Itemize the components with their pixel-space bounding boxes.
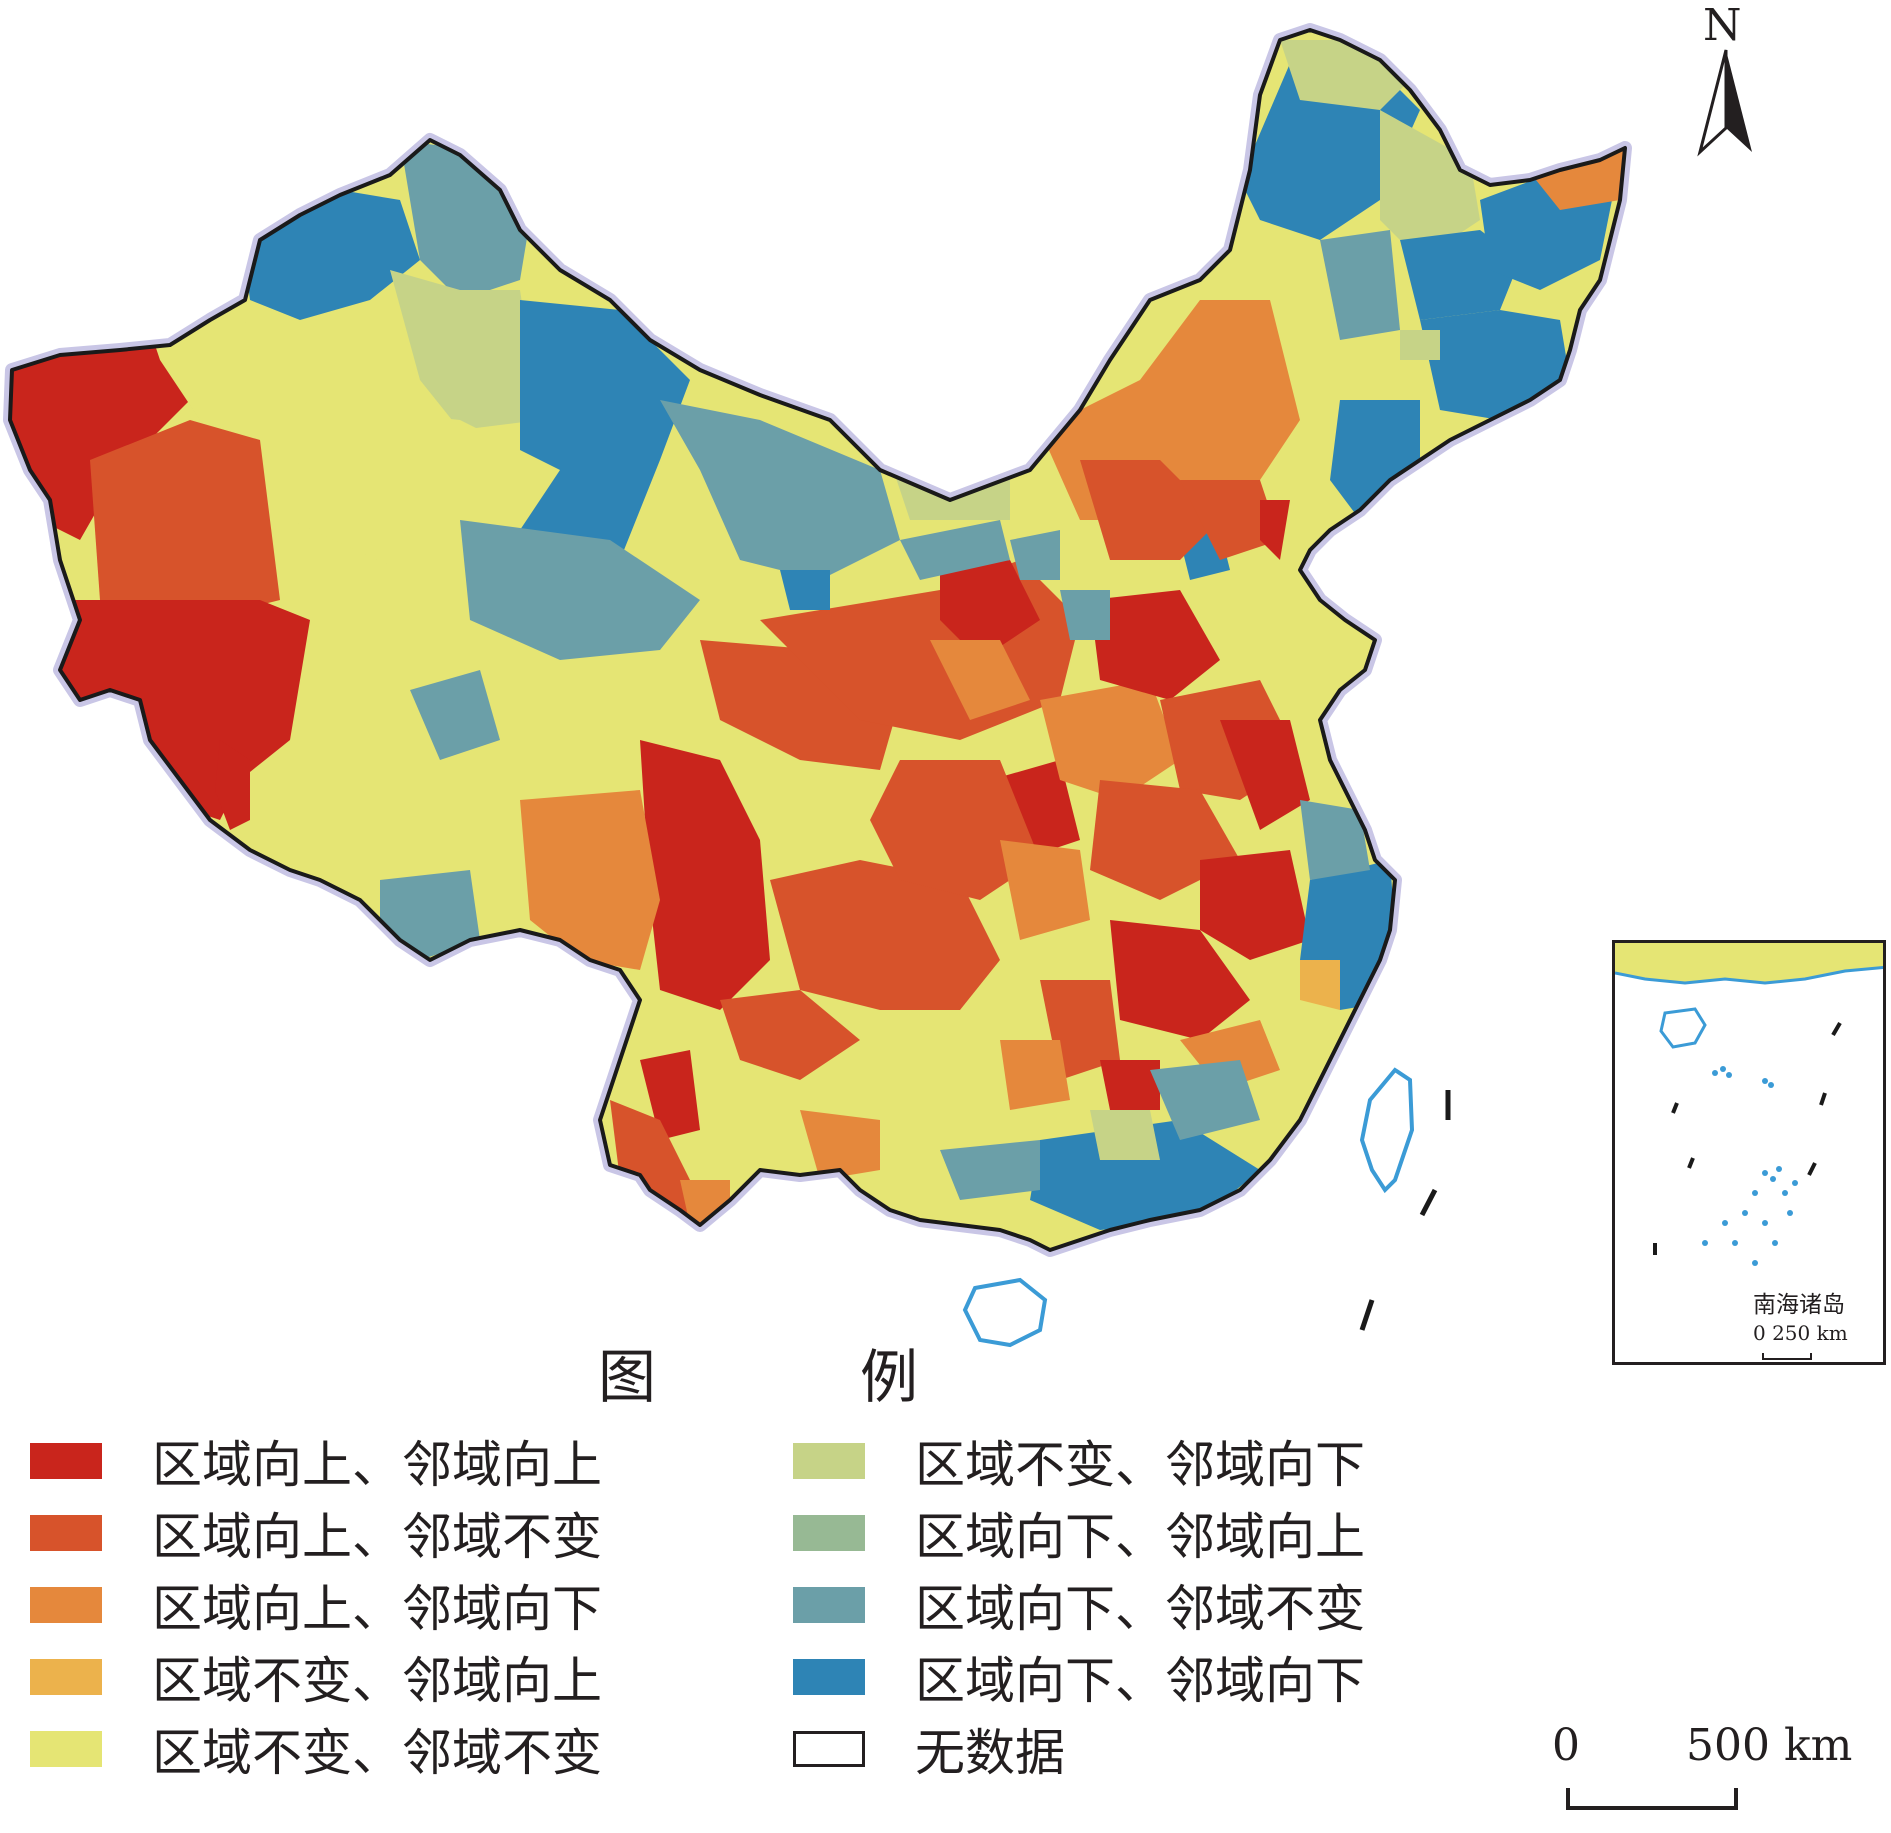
region-patch (930, 640, 1030, 720)
country-boundary (8, 28, 1627, 1252)
country-boundary-line (8, 28, 1627, 1252)
legend-item: 区域向上、邻域不变 (30, 1500, 602, 1566)
inset-hainan (1659, 1007, 1707, 1049)
legend-label: 区域向下、邻域不变 (915, 1580, 1365, 1638)
legend-title-right: 例 (860, 1343, 919, 1411)
region-patch (900, 520, 1010, 580)
region-patch (500, 300, 690, 560)
legend-swatch (30, 1587, 102, 1623)
inset-map (1615, 943, 1883, 1360)
region-patch (640, 1050, 700, 1140)
region-patch (720, 990, 860, 1080)
region-patch (410, 670, 500, 760)
legend-item: 区域不变、邻域向下 (793, 1428, 1365, 1494)
legend-swatch (30, 1443, 102, 1479)
legend-label: 无数据 (915, 1724, 1065, 1782)
legend-swatch (30, 1515, 102, 1551)
scale-bar (1566, 1788, 1738, 1810)
legend-label: 区域向下、邻域向下 (915, 1652, 1365, 1710)
legend-label: 区域不变、邻域不变 (152, 1724, 602, 1782)
region-patch (1400, 330, 1440, 360)
region-patch (940, 1140, 1040, 1200)
region-patch (610, 1100, 700, 1230)
legend-item: 区域向上、邻域向上 (30, 1428, 602, 1494)
legend-item: 区域不变、邻域向上 (30, 1644, 602, 1710)
region-patch (1300, 800, 1370, 880)
legend-label: 区域向下、邻域向上 (915, 1508, 1365, 1566)
region-patch (640, 740, 770, 1010)
legend-label: 区域向上、邻域向下 (152, 1580, 602, 1638)
legend-swatch (30, 1731, 102, 1767)
region-patch (1320, 230, 1400, 340)
hainan-island (962, 1277, 1048, 1348)
region-patch (380, 870, 480, 960)
region-patch (1150, 1060, 1260, 1140)
nine-dash-line (1359, 1090, 1451, 1331)
region-patch (770, 860, 1000, 1010)
region-patch (780, 570, 830, 610)
region-patch (1180, 480, 1280, 560)
legend-item: 无数据 (793, 1716, 1065, 1782)
taiwan-island (1359, 1067, 1415, 1194)
legend-swatch (793, 1731, 865, 1767)
legend-item: 区域向下、邻域不变 (793, 1572, 1365, 1638)
region-patch (1180, 1020, 1280, 1090)
region-patch (800, 1110, 880, 1180)
legend-label: 区域向上、邻域向上 (152, 1436, 602, 1494)
region-patch (1380, 110, 1480, 260)
region-patch (1110, 920, 1250, 1040)
region-patch (1060, 590, 1110, 640)
inset-scale-label: 0 250 km (1753, 1321, 1848, 1345)
legend-swatch (793, 1443, 865, 1479)
inset-mainland (1615, 943, 1883, 983)
scale-start-label: 0 (1552, 1720, 1580, 1771)
legend-swatch (793, 1515, 865, 1551)
inset-scale-bar (1762, 1353, 1812, 1360)
region-patch (520, 790, 660, 970)
region-patch (1200, 850, 1310, 960)
region-patch (400, 140, 530, 300)
inset-nine-dash-line (1653, 1021, 1842, 1255)
legend-swatch (30, 1659, 102, 1695)
region-patch (390, 270, 540, 430)
legend-item: 区域向上、邻域向下 (30, 1572, 602, 1638)
south-china-sea-inset: 南海诸岛 0 250 km (1612, 940, 1886, 1365)
north-label: N (1703, 0, 1742, 51)
region-patch (870, 760, 1040, 900)
legend-label: 区域不变、邻域向上 (152, 1652, 602, 1710)
north-arrow (1697, 49, 1752, 157)
region-patch (1420, 310, 1570, 420)
legend-item: 区域向下、邻域向上 (793, 1500, 1365, 1566)
region-patch (90, 420, 280, 620)
region-patch (660, 400, 900, 580)
region-patch (1260, 500, 1290, 560)
region-patch (1090, 590, 1220, 700)
region-patch (1300, 960, 1340, 1010)
inset-title: 南海诸岛 (1753, 1292, 1845, 1318)
region-patch (1100, 1060, 1160, 1110)
region-patch (215, 740, 250, 830)
inset-islands (1702, 1066, 1798, 1266)
region-patch (940, 560, 1040, 660)
region-patch (1030, 1120, 1260, 1230)
region-patch (1000, 840, 1090, 940)
legend-item: 区域不变、邻域不变 (30, 1716, 602, 1782)
legend-swatch (793, 1587, 865, 1623)
legend-label: 区域不变、邻域向下 (915, 1436, 1365, 1494)
legend-item: 区域向下、邻域向下 (793, 1644, 1365, 1710)
region-patch (10, 330, 190, 540)
legend-swatch (793, 1659, 865, 1695)
region-patch (460, 520, 700, 660)
legend-label: 区域向上、邻域不变 (152, 1508, 602, 1566)
region-patch (1010, 530, 1060, 580)
legend-title-left: 图 (598, 1343, 657, 1411)
inset-coast (1615, 966, 1883, 985)
region-patch (1090, 1110, 1160, 1160)
region-patch (1000, 1040, 1070, 1110)
scale-end-label: 500 km (1686, 1720, 1853, 1771)
region-patch (1040, 680, 1180, 800)
region-patch (1220, 720, 1310, 830)
